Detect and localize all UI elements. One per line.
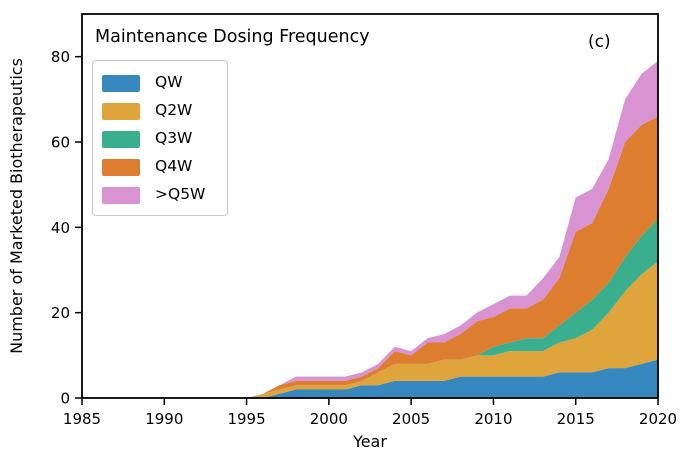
x-tick-label: 1990 — [145, 410, 183, 428]
x-tick-label: 1985 — [63, 410, 101, 428]
y-axis-title: Number of Marketed Biotherapeutics — [7, 58, 26, 354]
legend-item-q4w: Q4W — [102, 153, 219, 181]
panel-label: (c) — [588, 32, 611, 52]
legend-label: Q2W — [155, 101, 193, 120]
y-axis-ticks: 0 20 40 60 80 — [51, 48, 82, 408]
x-tick-label: 2000 — [310, 410, 348, 428]
y-tick-label: 60 — [51, 134, 70, 152]
legend-label: >Q5W — [155, 185, 206, 204]
x-axis-title: Year — [352, 432, 387, 451]
area-qw — [82, 359, 658, 398]
legend-swatch-icon — [102, 130, 140, 148]
x-tick-label: 2015 — [557, 410, 595, 428]
legend-item-q2w: Q2W — [102, 97, 219, 125]
stacked-areas — [82, 60, 658, 399]
x-tick-label: 2005 — [392, 410, 430, 428]
legend-swatch-icon — [102, 158, 140, 176]
x-tick-label: 1995 — [227, 410, 265, 428]
legend-swatch-icon — [102, 102, 140, 120]
y-tick-label: 40 — [51, 219, 70, 237]
legend-swatch-icon — [102, 74, 140, 92]
x-tick-label: 2010 — [474, 410, 512, 428]
y-tick-label: 20 — [51, 304, 70, 322]
x-axis-ticks: 1985 1990 1995 2000 2005 2010 2015 2020 — [63, 398, 677, 428]
legend-label: QW — [155, 73, 183, 92]
y-tick-label: 0 — [60, 390, 70, 408]
legend-swatch-icon — [102, 186, 140, 204]
area-q4w — [82, 116, 658, 399]
legend-item-qw: QW — [102, 69, 219, 97]
legend-label: Q4W — [155, 157, 193, 176]
legend-item-q3w: Q3W — [102, 125, 219, 153]
y-tick-label: 80 — [51, 48, 70, 66]
plot-border — [81, 13, 659, 399]
x-tick-label: 2020 — [639, 410, 677, 428]
chart-title: Maintenance Dosing Frequency — [95, 27, 370, 47]
legend-item-q5w: >Q5W — [102, 181, 219, 209]
legend-label: Q3W — [155, 129, 193, 148]
legend: QW Q2W Q3W Q4W >Q5W — [92, 60, 228, 216]
area-q2w — [82, 261, 658, 398]
